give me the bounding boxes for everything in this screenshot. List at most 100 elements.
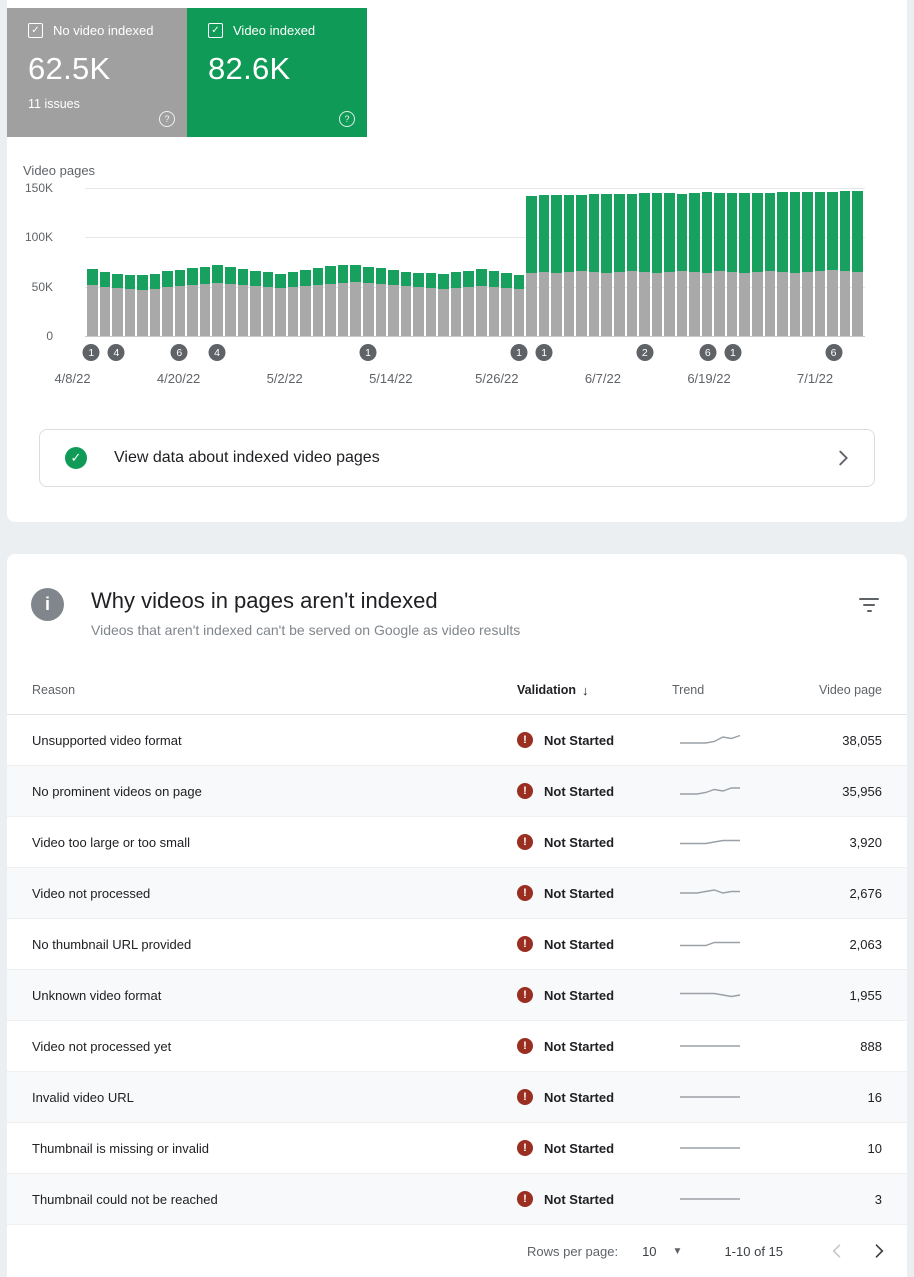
issue-count-badge[interactable]: 6 [170, 344, 188, 361]
chart-bar[interactable] [413, 188, 424, 336]
chart-bar[interactable] [626, 188, 638, 336]
chart-bar[interactable] [87, 188, 98, 336]
chart-bar[interactable] [463, 188, 474, 336]
chart-bar[interactable] [400, 188, 412, 336]
chart-bar[interactable] [450, 188, 462, 336]
filter-icon[interactable] [859, 598, 879, 613]
chart-bar[interactable] [789, 188, 801, 336]
reason-cell[interactable]: Video not processed [32, 885, 151, 901]
chart-bar[interactable] [563, 188, 575, 336]
chart-bar[interactable] [676, 188, 688, 336]
chart-bar[interactable] [839, 188, 851, 336]
chart-bar[interactable] [199, 188, 211, 336]
stat-card-no-video-indexed[interactable]: ✓ No video indexed 62.5K 11 issues ? [7, 8, 187, 137]
table-row[interactable]: Invalid video URL ! Not Started 16 [7, 1072, 907, 1123]
chart-bar[interactable] [689, 188, 700, 336]
issue-count-badge[interactable]: 6 [699, 344, 717, 361]
chart-bar[interactable] [325, 188, 336, 336]
column-header-validation[interactable]: Validation ↓ [517, 683, 672, 698]
table-row[interactable]: Thumbnail is missing or invalid ! Not St… [7, 1123, 907, 1174]
chart-bar[interactable] [751, 188, 763, 336]
rows-per-page-select[interactable]: 10 ▼ [642, 1244, 682, 1259]
chart-bar[interactable] [124, 188, 136, 336]
chart-bar[interactable] [174, 188, 186, 336]
chart-bar[interactable] [425, 188, 437, 336]
chart-bar[interactable] [225, 188, 236, 336]
reason-cell[interactable]: Video too large or too small [32, 834, 191, 850]
chart-bar[interactable] [137, 188, 148, 336]
table-row[interactable]: Unknown video format ! Not Started 1,955 [7, 970, 907, 1021]
reason-cell[interactable]: Thumbnail could not be reached [32, 1191, 218, 1207]
chart-bar[interactable] [551, 188, 562, 336]
table-row[interactable]: Thumbnail could not be reached ! Not Sta… [7, 1174, 907, 1225]
column-header-reason[interactable]: Reason [32, 683, 76, 697]
reason-cell[interactable]: Video not processed yet [32, 1038, 172, 1054]
reason-cell[interactable]: Invalid video URL [32, 1089, 134, 1105]
chart-bar[interactable] [664, 188, 675, 336]
chart-bar[interactable] [300, 188, 311, 336]
chart-bar[interactable] [275, 188, 286, 336]
issue-count-badge[interactable]: 1 [724, 344, 742, 361]
column-header-trend[interactable]: Trend [672, 683, 705, 697]
chart-bar[interactable] [639, 188, 650, 336]
chart-bar[interactable] [814, 188, 826, 336]
video-indexed-checkbox[interactable]: ✓ [208, 23, 223, 38]
chart-bar[interactable] [212, 188, 224, 336]
issue-count-badge[interactable]: 1 [510, 344, 528, 361]
chart-bar[interactable] [651, 188, 663, 336]
chart-bar[interactable] [99, 188, 111, 336]
reason-cell[interactable]: No prominent videos on page [32, 783, 202, 799]
table-row[interactable]: No prominent videos on page ! Not Starte… [7, 766, 907, 817]
chart-bar[interactable] [149, 188, 161, 336]
chart-bar[interactable] [262, 188, 274, 336]
chart-bar[interactable] [187, 188, 198, 336]
chart-bar[interactable] [802, 188, 813, 336]
reason-cell[interactable]: Unknown video format [32, 987, 162, 1003]
chart-bar[interactable] [438, 188, 449, 336]
chart-bar[interactable] [250, 188, 261, 336]
chart-bar[interactable] [613, 188, 625, 336]
issue-count-badge[interactable]: 4 [208, 344, 226, 361]
help-icon[interactable]: ? [339, 111, 355, 127]
chart-bar[interactable] [827, 188, 838, 336]
table-row[interactable]: Video not processed yet ! Not Started 88… [7, 1021, 907, 1072]
chart-bar[interactable] [764, 188, 776, 336]
chart-bar[interactable] [162, 188, 173, 336]
chart-bar[interactable] [287, 188, 299, 336]
chart-bar[interactable] [363, 188, 374, 336]
chart-bar[interactable] [601, 188, 612, 336]
reason-cell[interactable]: Thumbnail is missing or invalid [32, 1140, 210, 1156]
chart-bar[interactable] [526, 188, 537, 336]
issue-count-badge[interactable]: 2 [636, 344, 654, 361]
chart-bar[interactable] [237, 188, 249, 336]
issue-count-badge[interactable]: 1 [82, 344, 100, 361]
chart-bar[interactable] [388, 188, 399, 336]
chart-bar[interactable] [350, 188, 362, 336]
issue-count-badge[interactable]: 4 [107, 344, 125, 361]
chart-bar[interactable] [739, 188, 750, 336]
chart-bar[interactable] [337, 188, 349, 336]
reason-cell[interactable]: No thumbnail URL provided [32, 936, 192, 952]
table-row[interactable]: Video not processed ! Not Started 2,676 [7, 868, 907, 919]
table-row[interactable]: Video too large or too small ! Not Start… [7, 817, 907, 868]
table-row[interactable]: No thumbnail URL provided ! Not Started … [7, 919, 907, 970]
no-video-indexed-checkbox[interactable]: ✓ [28, 23, 43, 38]
column-header-video-page[interactable]: Video page [818, 683, 882, 697]
chart-bar[interactable] [576, 188, 587, 336]
chart-bar[interactable] [777, 188, 788, 336]
next-page-button[interactable] [865, 1237, 893, 1265]
chart-bar[interactable] [501, 188, 512, 336]
chart-bar[interactable] [112, 188, 123, 336]
chart-bar[interactable] [714, 188, 725, 336]
chart-bar[interactable] [538, 188, 550, 336]
issue-count-badge[interactable]: 1 [359, 344, 377, 361]
chart-bar[interactable] [475, 188, 487, 336]
chart-bar[interactable] [701, 188, 713, 336]
chart-bar[interactable] [312, 188, 324, 336]
prev-page-button[interactable] [823, 1237, 851, 1265]
chart-bar[interactable] [488, 188, 500, 336]
issue-count-badge[interactable]: 1 [535, 344, 553, 361]
issue-count-badge[interactable]: 6 [825, 344, 843, 361]
reason-cell[interactable]: Unsupported video format [32, 732, 182, 748]
view-indexed-data-link[interactable]: ✓ View data about indexed video pages [39, 429, 875, 487]
